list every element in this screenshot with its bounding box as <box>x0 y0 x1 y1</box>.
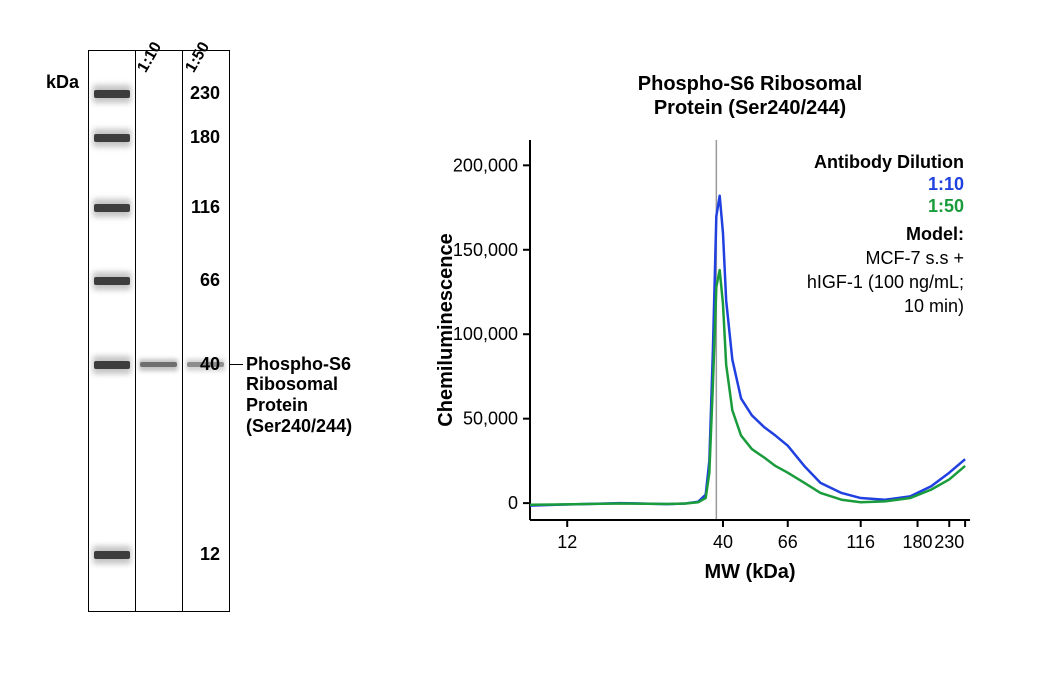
svg-text:50,000: 50,000 <box>463 409 518 429</box>
ladder-band <box>94 551 130 559</box>
band-label-line: (Ser240/244) <box>246 416 352 436</box>
sample-band <box>140 362 177 367</box>
svg-text:MW (kDa): MW (kDa) <box>704 561 795 583</box>
svg-text:66: 66 <box>778 532 798 552</box>
chart-panel: Phospho-S6 RibosomalProtein (Ser240/244)… <box>430 70 1010 590</box>
svg-text:40: 40 <box>713 532 733 552</box>
svg-text:230: 230 <box>934 532 964 552</box>
svg-text:hIGF-1 (100 ng/mL;: hIGF-1 (100 ng/mL; <box>807 272 964 292</box>
svg-text:10 min): 10 min) <box>904 296 964 316</box>
kda-tick-label: 12 <box>200 544 220 565</box>
series-1:10 <box>530 196 965 506</box>
svg-text:100,000: 100,000 <box>453 324 518 344</box>
svg-text:12: 12 <box>557 532 577 552</box>
svg-text:180: 180 <box>903 532 933 552</box>
band-label-line: Protein <box>246 395 308 415</box>
blot-panel: kDa 1:10 1:50 230180116664012 Phospho-S6… <box>48 50 368 650</box>
electropherogram-chart: Phospho-S6 RibosomalProtein (Ser240/244)… <box>430 70 1010 590</box>
kda-tick-label: 66 <box>200 270 220 291</box>
ladder-band <box>94 134 130 142</box>
sample-lane-1 <box>135 51 182 611</box>
ladder-band <box>94 361 130 369</box>
band-label: Phospho-S6 Ribosomal Protein (Ser240/244… <box>246 354 352 437</box>
svg-text:1:10: 1:10 <box>928 174 964 194</box>
series-1:50 <box>530 270 965 505</box>
ladder-lane <box>89 51 135 611</box>
band-tick <box>229 364 243 366</box>
svg-text:Chemiluminescence: Chemiluminescence <box>435 233 457 426</box>
kda-tick-label: 230 <box>190 83 220 104</box>
svg-text:200,000: 200,000 <box>453 155 518 175</box>
svg-text:Model:: Model: <box>906 224 964 244</box>
svg-text:Phospho-S6 Ribosomal: Phospho-S6 Ribosomal <box>638 73 862 95</box>
svg-text:116: 116 <box>846 532 875 552</box>
ladder-band <box>94 277 130 285</box>
figure: kDa 1:10 1:50 230180116664012 Phospho-S6… <box>0 0 1040 700</box>
svg-text:150,000: 150,000 <box>453 240 518 260</box>
kda-tick-label: 180 <box>190 127 220 148</box>
band-label-line: Ribosomal <box>246 374 338 394</box>
kda-header: kDa <box>46 72 79 93</box>
svg-text:0: 0 <box>508 493 518 513</box>
ladder-band <box>94 90 130 98</box>
svg-text:Protein (Ser240/244): Protein (Ser240/244) <box>654 97 846 119</box>
ladder-band <box>94 204 130 212</box>
kda-tick-label: 116 <box>191 197 220 218</box>
svg-text:Antibody Dilution: Antibody Dilution <box>814 152 964 172</box>
kda-tick-label: 40 <box>200 354 220 375</box>
band-label-line: Phospho-S6 <box>246 354 351 374</box>
svg-text:1:50: 1:50 <box>928 196 964 216</box>
svg-text:MCF-7 s.s +: MCF-7 s.s + <box>865 248 964 268</box>
